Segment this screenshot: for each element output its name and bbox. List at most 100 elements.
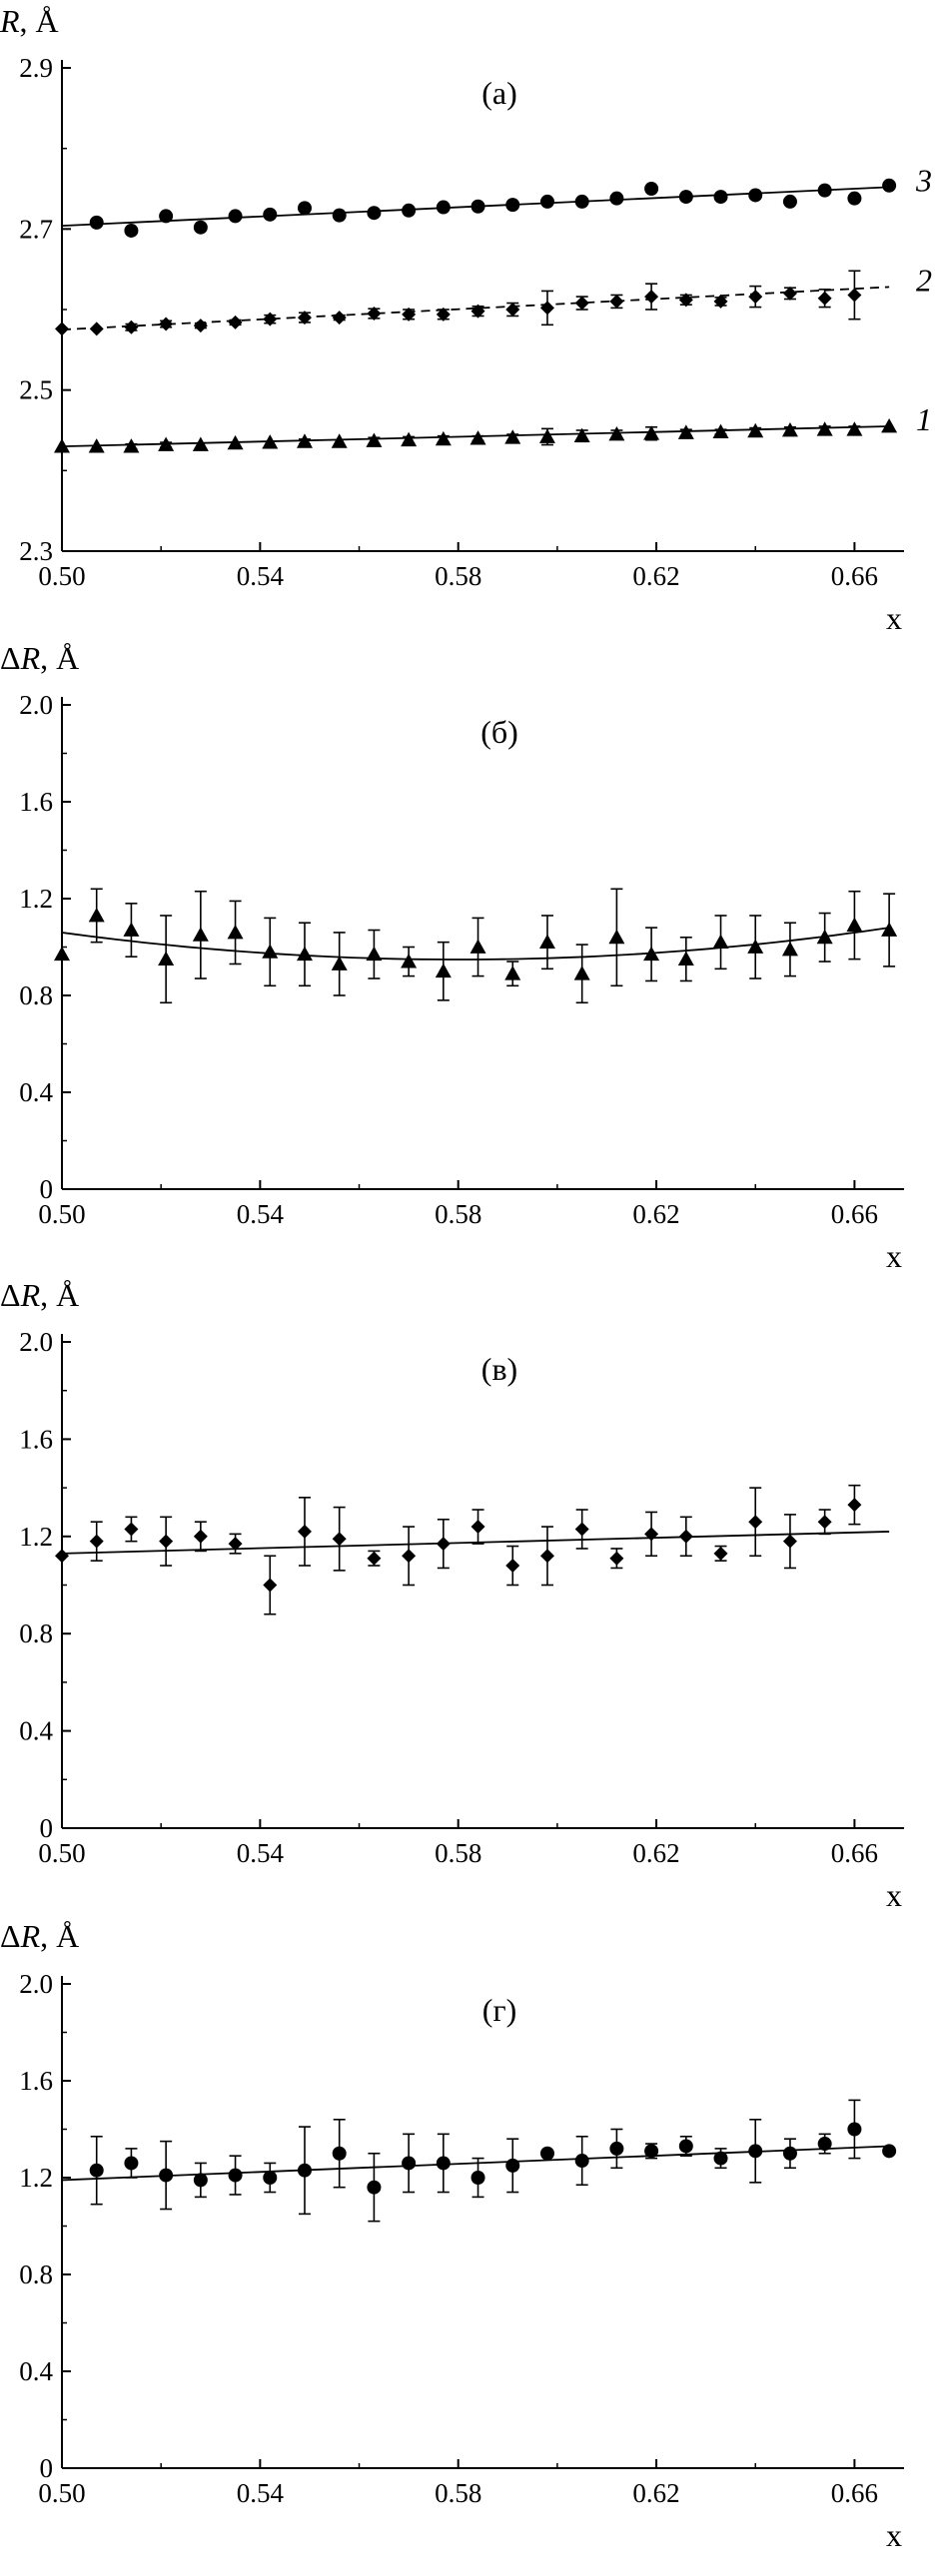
y-tick-label: 0.8 [19, 2259, 53, 2289]
data-point [436, 1537, 451, 1552]
data-point [644, 2144, 659, 2159]
panel-label: (в) [481, 1351, 517, 1387]
data-point [297, 1524, 312, 1539]
x-tick-label: 0.62 [632, 561, 679, 591]
data-point [401, 431, 418, 447]
data-point [89, 322, 104, 336]
data-point [608, 929, 625, 945]
data-point [781, 422, 798, 437]
data-point [748, 2144, 763, 2159]
y-tick-label: 1.2 [19, 2163, 53, 2193]
data-point [678, 2139, 693, 2154]
y-tick-label: 0.4 [19, 1077, 53, 1107]
x-tick-label: 0.66 [831, 1199, 878, 1229]
data-point [574, 296, 589, 311]
data-point [89, 1534, 104, 1549]
data-point [435, 430, 452, 446]
panel-a: 2.3 2.5 2.7 2.9 0.50 0.54 0.58 0.62 0.66 R, Å x (а)… [0, 3, 932, 636]
data-point [124, 320, 139, 334]
data-point [436, 307, 451, 322]
data-point [332, 311, 347, 325]
series [61, 2099, 897, 2223]
data-point [297, 201, 312, 216]
data-point [55, 1549, 69, 1564]
data-point [159, 209, 174, 224]
data-point [539, 301, 554, 316]
data-point [608, 426, 625, 441]
y-tick-label: 1.2 [19, 1522, 53, 1552]
data-point [881, 922, 898, 937]
data-point [573, 427, 590, 443]
x-tick-label: 0.54 [237, 561, 285, 591]
curve-label: 1 [916, 401, 932, 437]
data-point [263, 1578, 278, 1593]
x-tick-label: 0.62 [632, 1199, 679, 1229]
data-point [846, 917, 863, 933]
series: 1 [54, 401, 932, 453]
panel-label: (а) [481, 75, 517, 111]
data-point [847, 2122, 862, 2137]
data-point [539, 1549, 554, 1564]
data-point [882, 178, 897, 193]
data-point [262, 944, 279, 959]
data-point [470, 430, 486, 445]
panel-label: (г) [482, 1992, 516, 2028]
x-tick-label: 0.62 [632, 2478, 679, 2508]
data-point [263, 207, 278, 222]
data-point [539, 194, 554, 209]
data-point [782, 194, 797, 209]
data-point [817, 291, 832, 306]
y-tick-label: 0.4 [19, 1716, 53, 1746]
y-axis-title: R, Å [0, 3, 59, 39]
data-point [712, 934, 729, 950]
data-point [574, 194, 589, 209]
data-point [881, 417, 898, 433]
data-point [678, 190, 693, 205]
data-point [609, 2141, 624, 2156]
data-point [402, 203, 417, 218]
y-tick-label: 0 [40, 1174, 54, 1204]
data-point [470, 939, 486, 954]
y-axis-title: ΔR, Å [0, 1277, 79, 1313]
data-point [847, 288, 862, 303]
data-point [89, 215, 104, 230]
data-point [748, 290, 763, 305]
data-point [401, 954, 418, 968]
data-point [402, 1549, 417, 1564]
data-point [504, 429, 521, 444]
x-tick-label: 0.50 [38, 1199, 85, 1229]
data-point [539, 2146, 554, 2161]
data-point [436, 2156, 451, 2171]
series [54, 888, 898, 1004]
data-point [367, 206, 382, 221]
data-point [782, 1534, 797, 1549]
data-point [331, 433, 348, 448]
data-point [882, 2144, 897, 2159]
data-point [505, 1559, 520, 1574]
x-tick-label: 0.50 [38, 1838, 85, 1868]
data-point [124, 1522, 139, 1537]
curve-label: 2 [916, 262, 932, 298]
data-point [192, 927, 209, 942]
data-point [816, 929, 833, 945]
data-point [297, 311, 312, 325]
x-tick-label: 0.66 [831, 2478, 878, 2508]
panel-b: 0 0.4 0.8 1.2 1.6 2.0 0.50 0.54 0.58 0.62 0.66 ΔR, … [0, 640, 904, 1274]
y-tick-label: 2.3 [19, 536, 53, 566]
series: 2 [55, 262, 932, 336]
x-tick-label: 0.54 [237, 1199, 285, 1229]
x-tick-label: 0.58 [435, 2478, 481, 2508]
data-point [817, 2137, 832, 2152]
data-point [847, 1498, 862, 1513]
series: 3 [61, 162, 932, 238]
data-point [643, 425, 660, 440]
data-point [574, 1522, 589, 1537]
data-point [505, 2158, 520, 2173]
series [55, 1484, 890, 1615]
data-point [574, 2154, 589, 2169]
panel-label: (б) [480, 714, 518, 750]
data-point [644, 1527, 659, 1542]
x-axis-title: x [886, 600, 902, 636]
data-point [158, 436, 175, 451]
